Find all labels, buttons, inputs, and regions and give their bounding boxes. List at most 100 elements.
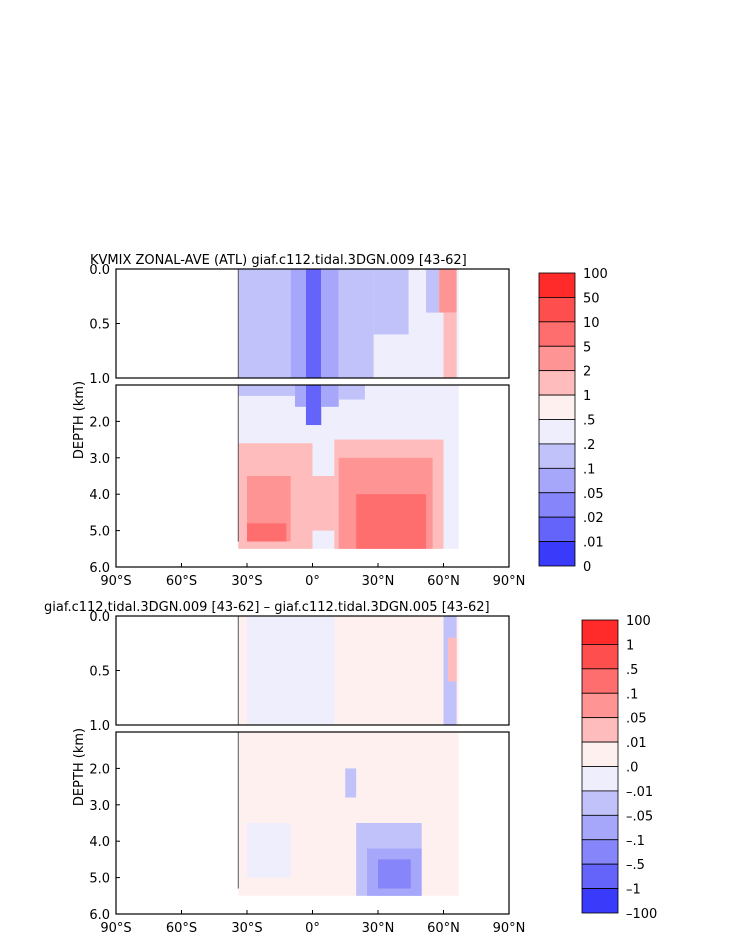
heatmap-cell [321,269,339,378]
heatmap-cell [305,385,322,426]
colorbar-label: .01 [583,536,604,551]
colorbar-label: 10 [583,316,600,331]
x-tick-label: 60°N [427,921,460,936]
colorbar-swatch [538,297,576,323]
heatmap-cell [426,269,440,313]
colorbar-swatch [538,467,576,494]
y-tick-label: 2.0 [89,415,110,430]
colorbar-swatch [581,668,619,694]
colorbar-swatch [581,692,619,719]
colorbar-label: .01 [626,736,647,751]
colorbar-swatch [538,492,576,518]
colorbar-swatch [538,419,576,445]
colorbar-label: .0 [626,761,638,776]
y-tick-label: 0.0 [89,263,110,278]
colorbar-label: –.5 [626,858,645,873]
axis-ticks: 0.0 0.5 1.0 2.0 3.0 4.0 5.0 6.090°S 60°S 30°S 0° 30… [89,610,525,936]
x-tick-label: 30°S [231,921,262,936]
x-tick-label: 60°S [166,921,197,936]
colorbar-label: .5 [626,663,638,678]
y-tick-label: 1.0 [89,719,110,734]
y-tick-label: 0.5 [89,665,110,680]
heatmap-cell [373,269,409,335]
axis-ticks: 0.0 0.5 1.0 2.0 3.0 4.0 5.0 6.090°S 60°S 30°S 0° 30… [89,263,525,589]
x-tick-label: 60°S [166,574,197,589]
heatmap-cell [238,269,291,378]
colorbar-swatch [538,321,576,347]
y-tick-label: 5.0 [89,872,110,887]
y-tick-label: 0.0 [89,610,110,625]
x-tick-label: 90°N [493,921,526,936]
colorbar-swatch [581,619,619,645]
heatmap-cell [439,269,457,313]
colorbar-swatch [581,839,619,865]
colorbar-swatch [538,370,576,396]
heatmap-cell [238,385,296,396]
colorbar-swatch [581,790,619,816]
colorbar-label: 0 [583,560,591,575]
colorbar-label: 2 [583,365,591,380]
heatmap-cell [290,269,306,378]
x-tick-label: 0° [305,921,320,936]
colorbar-swatch [581,888,619,914]
colorbar-swatch [581,814,619,841]
colorbar-label: .02 [583,511,604,526]
y-axis-label: DEPTH (km) [72,381,87,459]
x-tick-label: 30°S [231,574,262,589]
x-tick-label: 90°N [493,574,526,589]
colorbar-label: 100 [626,614,651,629]
colorbar-swatch [581,863,619,889]
colorbar-swatch [538,272,576,298]
colorbar-label: 100 [583,267,608,282]
colorbar-swatch [581,644,619,670]
colorbar-swatch [538,443,576,469]
colorbar-swatch [538,541,576,567]
colorbar-label: –1 [626,883,641,898]
y-tick-label: 0.5 [89,318,110,333]
heatmap-cell [247,523,287,542]
heatmap-cell [312,476,335,531]
heatmap-cell [443,312,457,378]
heatmap-field [238,616,459,896]
y-tick-label: 4.0 [89,488,110,503]
colorbar-label: –.1 [626,834,645,849]
heatmap-cell [338,269,374,378]
colorbar-label: 1 [583,389,591,404]
heatmap-cell [247,823,291,878]
y-tick-label: 2.0 [89,762,110,777]
colorbar-label: .05 [626,712,647,727]
colorbar-swatch [538,516,576,542]
y-tick-label: 6.0 [89,561,110,576]
colorbar-label: –.01 [626,785,653,800]
colorbar-label: .2 [583,438,595,453]
colorbar-label: .1 [583,462,595,477]
colorbar-label: –100 [626,907,657,922]
colorbar: 100 50 10 5 2 1 .5 .2 .1 .05 .02 .01 0 [538,267,608,575]
panel-kvmix-zonal-average: KVMIX ZONAL-AVE (ATL) giaf.c112.tidal.3D… [72,253,608,589]
x-tick-label: 30°N [362,921,395,936]
y-tick-label: 1.0 [89,372,110,387]
heatmap-cell [321,385,339,407]
colorbar-label: .05 [583,487,604,502]
colorbar-swatch [538,345,576,372]
colorbar-swatch [581,766,619,792]
colorbar-label: 50 [583,291,600,306]
panel-title: giaf.c112.tidal.3DGN.009 [43-62] – giaf.… [44,600,490,615]
y-axis-label: DEPTH (km) [72,728,87,806]
heatmap-field [238,269,459,549]
panel-title: KVMIX ZONAL-AVE (ATL) giaf.c112.tidal.3D… [90,253,467,268]
heatmap-cell [345,768,357,798]
y-tick-label: 6.0 [89,908,110,923]
y-tick-label: 3.0 [89,452,110,467]
y-tick-label: 5.0 [89,525,110,540]
x-tick-label: 90°S [100,921,131,936]
colorbar: 100 1 .5 .1 .05 .01 .0 –.01 –.05 –.1 –.5 –1 –100 [581,614,657,922]
colorbar-swatch [581,717,619,743]
heatmap-cell [378,859,411,889]
heatmap-cell [247,616,335,725]
x-tick-label: 0° [305,574,320,589]
heatmap-cell [295,385,306,407]
heatmap-cell [338,385,365,400]
colorbar-swatch [581,741,619,767]
